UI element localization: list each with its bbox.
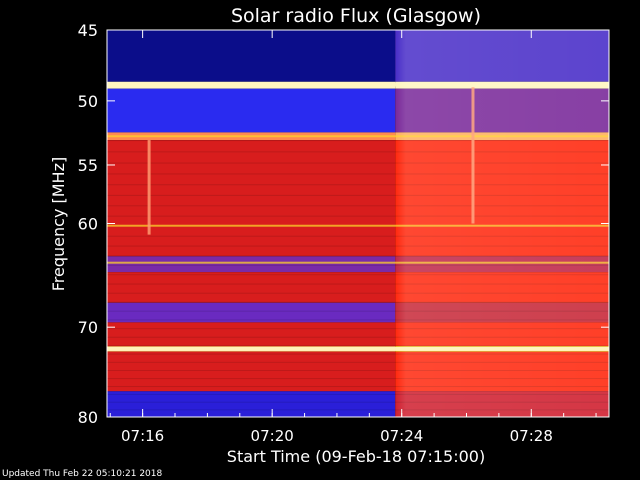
x-tick-label: 07:20 [251, 427, 294, 445]
chart-title: Solar radio Flux (Glasgow) [231, 5, 481, 27]
y-axis-label: Frequency [MHz] [49, 157, 68, 291]
y-tick-label: 80 [78, 408, 98, 427]
y-tick-label: 45 [78, 21, 98, 40]
y-tick-label: 70 [78, 318, 98, 337]
y-tick-label: 50 [78, 92, 98, 111]
x-tick-label: 07:24 [380, 427, 423, 445]
y-tick-label: 55 [78, 156, 98, 175]
x-axis: 07:16 07:20 07:24 07:28 [109, 30, 597, 445]
x-tick-label: 07:28 [510, 427, 553, 445]
burst-enhancement-region [107, 30, 609, 417]
y-axis: 45 50 55 60 70 80 [78, 21, 609, 427]
x-axis-label: Start Time (09-Feb-18 07:15:00) [227, 447, 485, 466]
x-tick-label: 07:16 [121, 427, 164, 445]
updated-timestamp: Updated Thu Feb 22 05:10:21 2018 [2, 469, 163, 479]
y-tick-label: 60 [78, 215, 98, 234]
